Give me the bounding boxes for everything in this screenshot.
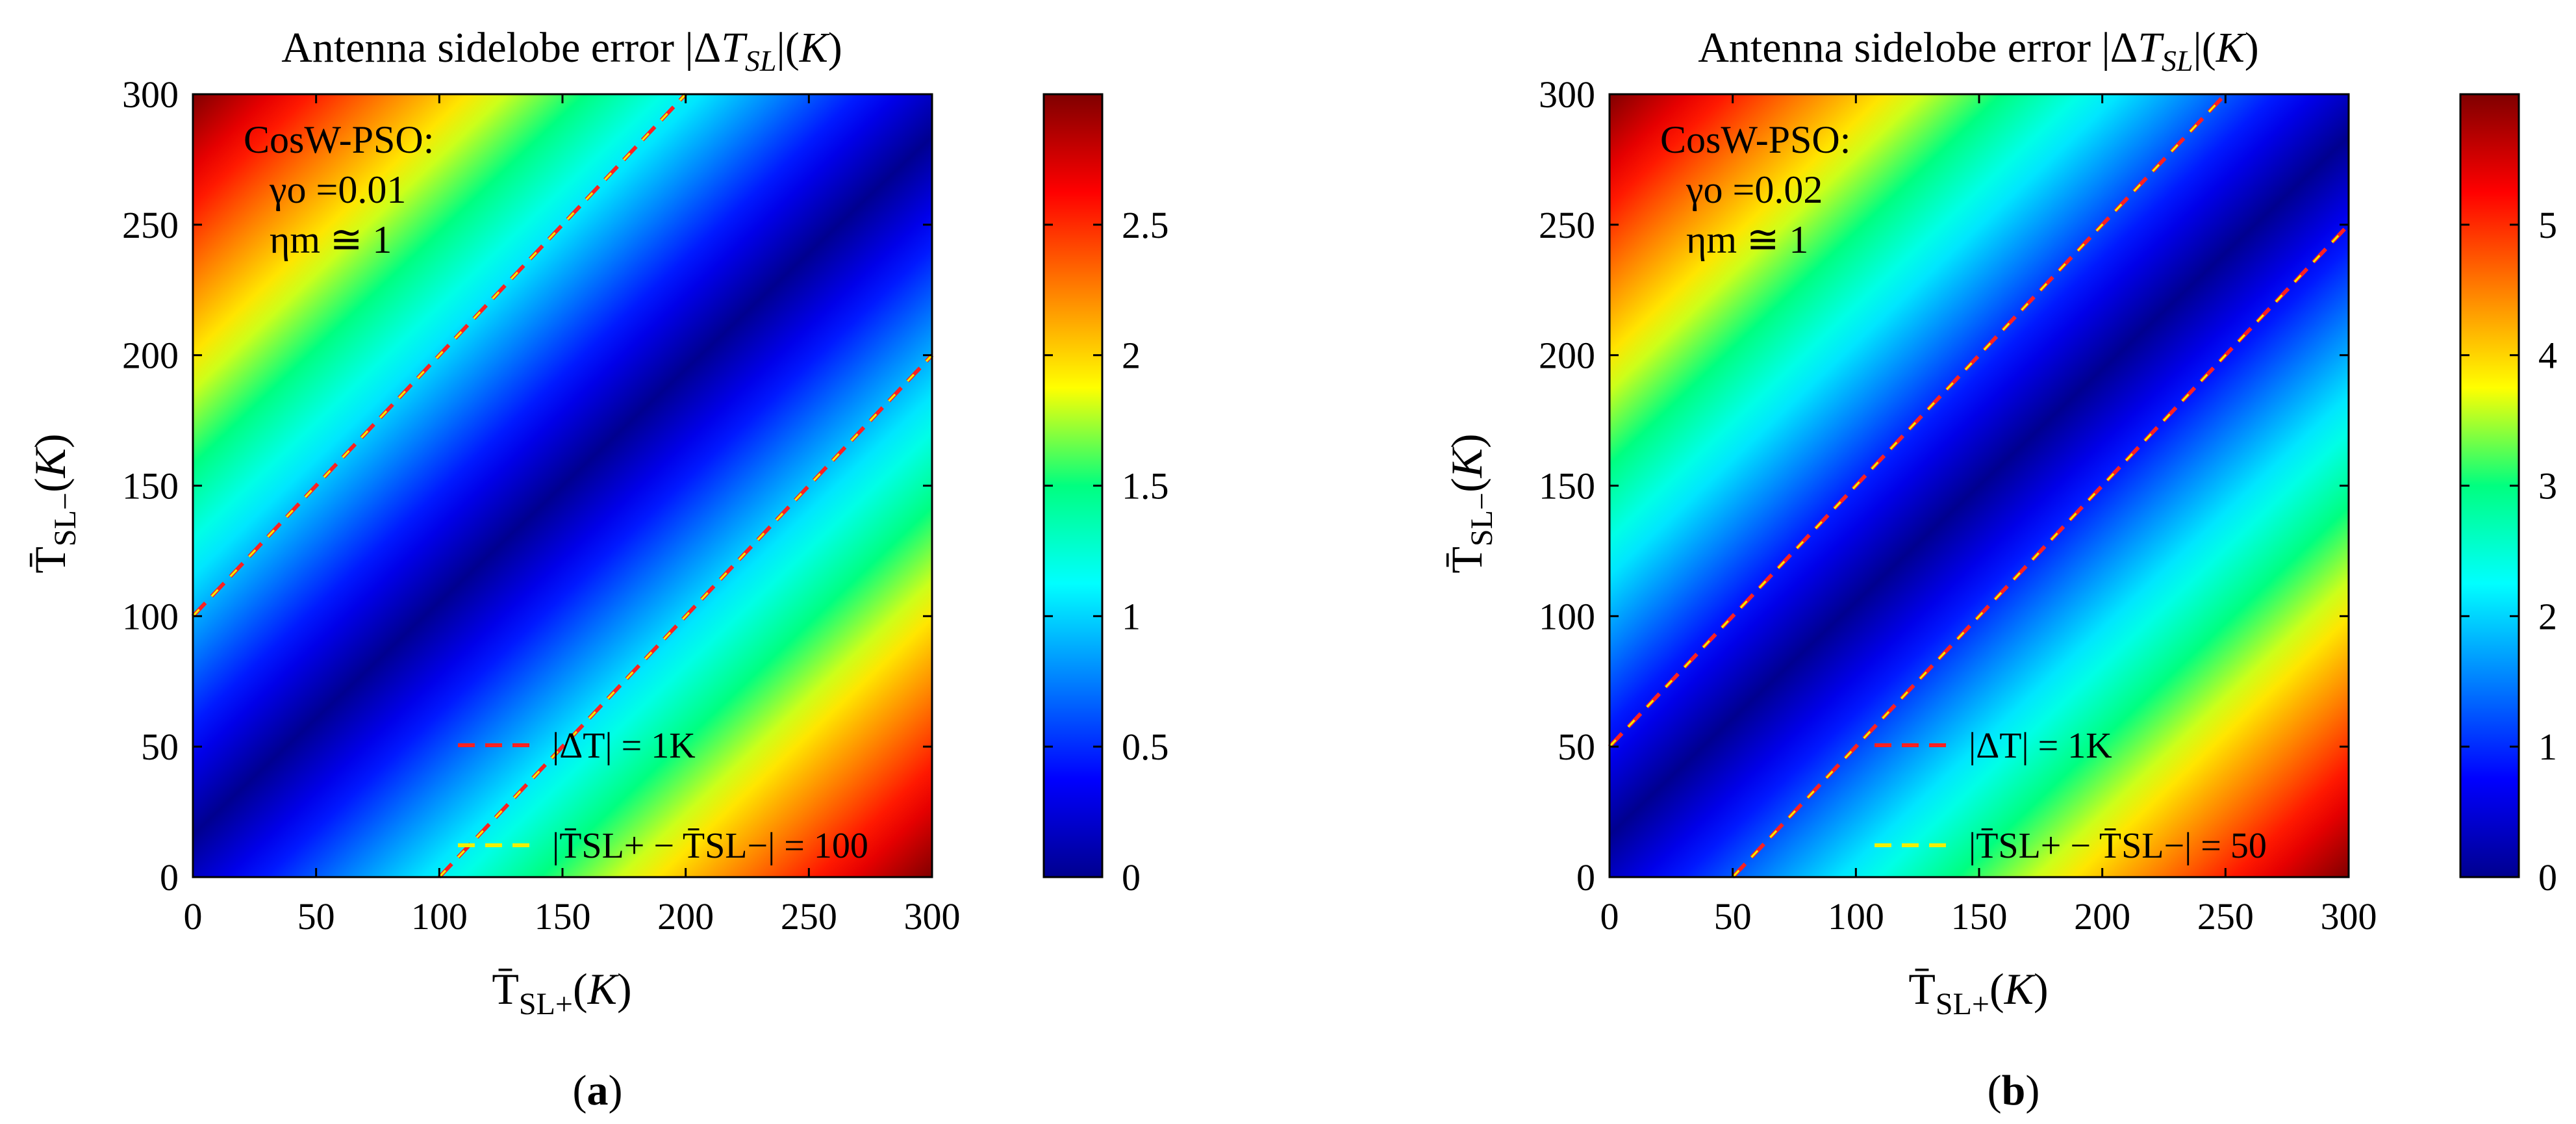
x-tick-label: 250 [2197, 895, 2254, 938]
colorbar-tick-label: 2.5 [1122, 204, 1169, 246]
panel-caption: (b) [1988, 1067, 2040, 1114]
x-tick-label: 150 [1951, 895, 2008, 938]
y-tick-label: 0 [160, 856, 179, 899]
annotation-line-2: γo =0.01 [269, 168, 406, 211]
y-tick-label: 200 [122, 335, 179, 377]
x-tick-label: 0 [1600, 895, 1619, 938]
colorbar-tick-label: 1 [1122, 595, 1141, 637]
x-tick-label: 200 [2074, 895, 2130, 938]
panel-a: Antenna sidelobe error |ΔTSL|(K) 0 50 100 1… [25, 24, 1169, 1114]
x-axis-label: T̄SL+(K) [492, 964, 631, 1021]
y-axis-label: T̄SL−(K) [25, 433, 82, 573]
colorbar-ticks: 0 1 2 3 4 5 [2460, 204, 2557, 899]
x-tick-label: 150 [535, 895, 591, 938]
colorbar-tick-label: 1 [2538, 726, 2557, 768]
y-ticks: 0 50 100 150 200 250 300 [1539, 73, 2349, 899]
x-tick-label: 100 [1828, 895, 1884, 938]
x-tick-label: 200 [657, 895, 714, 938]
x-tick-label: 300 [904, 895, 961, 938]
contour-red-1 [1608, 92, 2227, 748]
panel-caption: (a) [573, 1067, 623, 1114]
contour-lines [191, 92, 934, 879]
panel-b: Antenna sidelobe error |ΔTSL|(K) 0 50 100 1… [1442, 24, 2557, 1114]
colorbar [1042, 93, 1104, 878]
x-tick-label: 50 [1714, 895, 1752, 938]
annotation-box: CosW-PSO: γo =0.02 ηm ≅ 1 [1660, 118, 1850, 261]
annotation-line-3: ηm ≅ 1 [1686, 218, 1808, 261]
annotation-box: CosW-PSO: γo =0.01 ηm ≅ 1 [244, 118, 434, 261]
y-ticks: 0 50 100 150 200 250 300 [122, 73, 932, 899]
y-tick-label: 150 [1539, 465, 1595, 507]
contour-yellow-1 [192, 93, 687, 617]
x-tick-label: 0 [184, 895, 203, 938]
y-tick-label: 250 [122, 204, 179, 246]
annotation-line-3: ηm ≅ 1 [270, 218, 392, 261]
contour-yellow-2 [438, 354, 933, 878]
annotation-line-1: CosW-PSO: [1660, 118, 1850, 161]
colorbar-tick-label: 0 [2538, 856, 2557, 899]
legend-label-2: |T̄SL+ − T̄SL−| = 100 [552, 826, 868, 866]
colorbar-tick-label: 0.5 [1122, 726, 1169, 768]
legend-label-1: |ΔT| = 1K [1969, 726, 2112, 766]
heatmap-area [1610, 94, 2349, 877]
y-tick-label: 150 [122, 465, 179, 507]
contour-red-2 [1731, 223, 2351, 879]
heatmap-fill [1610, 94, 2349, 877]
y-tick-label: 100 [1539, 595, 1595, 637]
colorbar-tick-label: 2 [2538, 595, 2557, 637]
x-axis-label: T̄SL+(K) [1908, 964, 2048, 1021]
colorbar-tick-label: 0 [1122, 856, 1141, 899]
colorbar-ticks: 0 0.5 1 1.5 2 2.5 [1044, 204, 1169, 899]
annotation-line-2: γo =0.02 [1686, 168, 1823, 211]
caption-letter: a [587, 1067, 609, 1114]
colorbar-tick-label: 1.5 [1122, 465, 1169, 507]
y-tick-label: 0 [1576, 856, 1595, 899]
y-tick-label: 200 [1539, 335, 1595, 377]
colorbar-tick-label: 2 [1122, 335, 1141, 377]
caption-letter: b [2002, 1067, 2026, 1114]
y-tick-label: 300 [122, 73, 179, 116]
legend: |ΔT| = 1K |T̄SL+ − T̄SL−| = 50 [1875, 726, 2267, 866]
chart-title: Antenna sidelobe error |ΔTSL|(K) [1698, 24, 2258, 77]
colorbar-tick-label: 4 [2538, 335, 2557, 377]
colorbar-tick-label: 3 [2538, 465, 2557, 507]
chart-title: Antenna sidelobe error |ΔTSL|(K) [281, 24, 842, 77]
legend-label-1: |ΔT| = 1K [552, 726, 696, 766]
y-tick-label: 50 [141, 726, 179, 768]
y-tick-label: 300 [1539, 73, 1595, 116]
x-tick-label: 300 [2321, 895, 2377, 938]
y-tick-label: 250 [1539, 204, 1595, 246]
y-axis-label: T̄SL−(K) [1442, 433, 1499, 573]
x-ticks: 0 50 100 150 200 250 300 [184, 94, 961, 938]
legend-label-2: |T̄SL+ − T̄SL−| = 50 [1969, 826, 2267, 866]
x-ticks: 0 50 100 150 200 250 300 [1600, 94, 2377, 938]
colorbar-tick-label: 5 [2538, 204, 2557, 246]
legend: |ΔT| = 1K |T̄SL+ − T̄SL−| = 100 [458, 726, 868, 866]
y-tick-label: 50 [1558, 726, 1595, 768]
x-tick-label: 50 [297, 895, 335, 938]
annotation-line-1: CosW-PSO: [244, 118, 434, 161]
y-tick-label: 100 [122, 595, 179, 637]
x-tick-label: 250 [781, 895, 837, 938]
contour-lines [1608, 92, 2351, 879]
x-tick-label: 100 [411, 895, 468, 938]
colorbar-gradient [1042, 93, 1104, 878]
